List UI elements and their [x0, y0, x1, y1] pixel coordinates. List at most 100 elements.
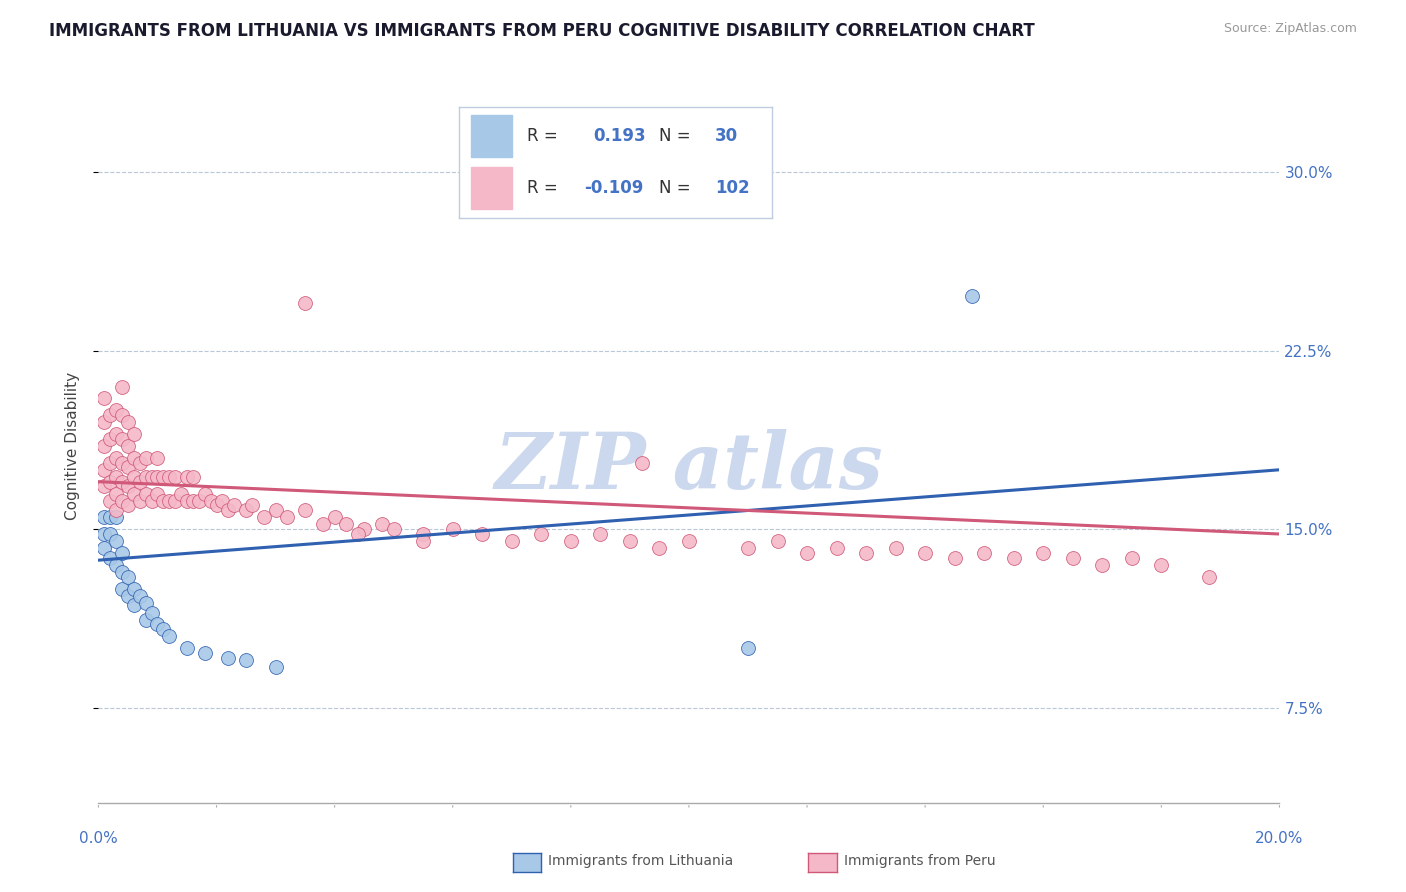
Point — [264, 503, 287, 517]
Text: Source: ZipAtlas.com: Source: ZipAtlas.com — [1223, 22, 1357, 36]
Point — [157, 629, 180, 643]
Point — [412, 527, 434, 541]
Point — [962, 289, 984, 303]
Point — [98, 493, 121, 508]
Point — [589, 527, 612, 541]
Point — [111, 379, 134, 393]
Point — [135, 613, 157, 627]
Point — [1198, 570, 1220, 584]
Point — [630, 456, 652, 470]
Point — [276, 510, 298, 524]
Point — [135, 486, 157, 500]
Point — [93, 479, 115, 493]
Point — [105, 427, 128, 442]
Point — [152, 622, 174, 636]
Point — [170, 486, 193, 500]
Point — [135, 450, 157, 465]
Point — [235, 653, 257, 667]
Point — [111, 493, 134, 508]
Point — [335, 517, 357, 532]
Point — [176, 641, 198, 656]
Point — [648, 541, 671, 556]
Point — [135, 596, 157, 610]
Point — [560, 534, 582, 549]
Point — [141, 606, 163, 620]
Point — [205, 499, 228, 513]
Point — [157, 493, 180, 508]
Point — [187, 493, 209, 508]
Point — [224, 499, 246, 513]
Text: 20.0%: 20.0% — [1256, 831, 1303, 847]
Point — [98, 527, 121, 541]
Point — [471, 527, 494, 541]
Point — [128, 589, 150, 603]
Point — [194, 646, 217, 660]
Point — [200, 493, 222, 508]
Point — [111, 565, 134, 579]
Point — [943, 550, 966, 565]
Point — [737, 541, 759, 556]
Point — [105, 510, 128, 524]
Point — [93, 463, 115, 477]
Point — [128, 493, 150, 508]
Point — [111, 408, 134, 422]
Point — [235, 503, 257, 517]
Point — [98, 550, 121, 565]
Point — [98, 432, 121, 446]
Text: Immigrants from Lithuania: Immigrants from Lithuania — [548, 854, 734, 868]
Point — [105, 470, 128, 484]
Point — [165, 470, 187, 484]
Point — [855, 546, 877, 560]
Point — [825, 541, 848, 556]
Point — [211, 493, 233, 508]
Point — [973, 546, 995, 560]
Point — [157, 470, 180, 484]
Point — [240, 499, 263, 513]
Point — [1121, 550, 1143, 565]
Point — [117, 479, 139, 493]
Point — [371, 517, 394, 532]
Point — [347, 527, 370, 541]
Point — [181, 493, 204, 508]
Point — [146, 450, 169, 465]
Point — [93, 392, 115, 406]
Point — [294, 296, 316, 310]
Point — [122, 450, 145, 465]
Point — [176, 470, 198, 484]
Point — [294, 503, 316, 517]
Point — [194, 486, 217, 500]
Point — [181, 470, 204, 484]
Point — [105, 486, 128, 500]
Point — [678, 534, 700, 549]
Point — [105, 503, 128, 517]
Point — [253, 510, 276, 524]
Point — [146, 617, 169, 632]
Point — [141, 493, 163, 508]
Point — [264, 660, 287, 674]
Point — [98, 408, 121, 422]
Point — [1002, 550, 1025, 565]
Point — [146, 486, 169, 500]
Text: IMMIGRANTS FROM LITHUANIA VS IMMIGRANTS FROM PERU COGNITIVE DISABILITY CORRELATI: IMMIGRANTS FROM LITHUANIA VS IMMIGRANTS … — [49, 22, 1035, 40]
Point — [93, 527, 115, 541]
Point — [98, 456, 121, 470]
Point — [441, 522, 464, 536]
Point — [111, 475, 134, 489]
Point — [111, 546, 134, 560]
Point — [105, 403, 128, 417]
Point — [111, 456, 134, 470]
Point — [353, 522, 375, 536]
Point — [141, 470, 163, 484]
Point — [117, 499, 139, 513]
Point — [176, 493, 198, 508]
Point — [128, 456, 150, 470]
Point — [122, 582, 145, 596]
Point — [122, 470, 145, 484]
Text: ZIP atlas: ZIP atlas — [495, 429, 883, 506]
Point — [884, 541, 907, 556]
Text: Immigrants from Peru: Immigrants from Peru — [844, 854, 995, 868]
Point — [93, 415, 115, 429]
Point — [117, 415, 139, 429]
Point — [128, 475, 150, 489]
Point — [152, 493, 174, 508]
